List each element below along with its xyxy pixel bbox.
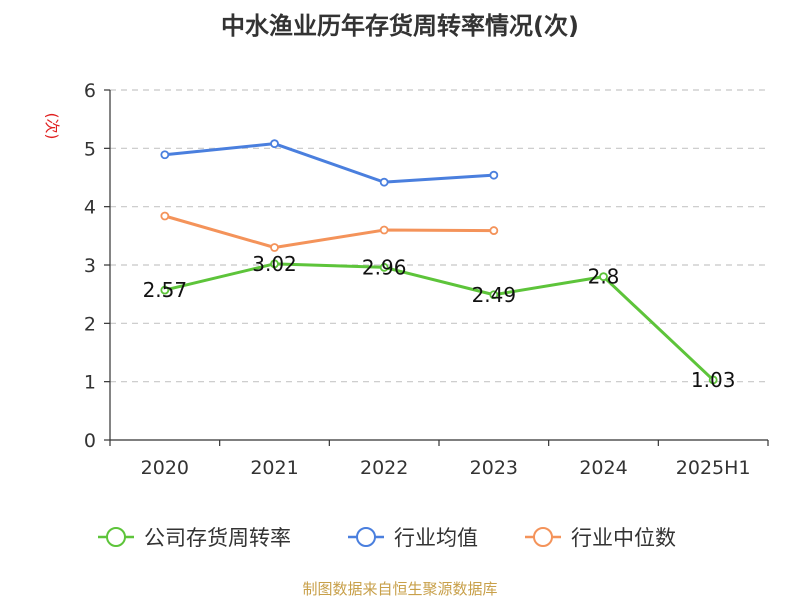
x-tick-label: 2022 (360, 457, 408, 479)
series-line-1 (164, 142, 494, 184)
y-tick-label: 6 (84, 80, 96, 102)
legend-label: 行业均值 (394, 526, 478, 550)
legend-marker (106, 527, 126, 547)
y-tick-label: 3 (84, 255, 96, 277)
data-point (379, 225, 389, 235)
x-tick-label: 2021 (250, 457, 298, 479)
legend-marker (533, 527, 553, 547)
data-point (489, 226, 499, 235)
y-axis-unit-label: (次) (43, 113, 61, 140)
series-line-0 (164, 262, 715, 382)
y-tick-label: 0 (84, 430, 96, 452)
data-point (160, 285, 170, 295)
data-point (379, 177, 389, 187)
y-tick-label: 2 (84, 313, 96, 335)
x-tick-label: 2025H1 (676, 457, 751, 479)
y-tick-label: 1 (84, 372, 96, 394)
data-label: 1.03 (691, 368, 736, 392)
data-label: 3.02 (252, 252, 297, 276)
legend-label: 公司存货周转率 (144, 526, 291, 550)
x-tick-label: 2023 (470, 457, 518, 479)
x-tick-label: 2024 (579, 457, 627, 479)
data-point (489, 170, 499, 180)
y-tick-label: 5 (84, 138, 96, 160)
data-label: 2.96 (362, 255, 407, 279)
series-line-2 (164, 214, 494, 249)
data-source-note: 制图数据来自恒生聚源数据库 (302, 580, 498, 598)
y-tick-label: 4 (84, 197, 96, 219)
data-label: 2.57 (143, 278, 188, 302)
data-point (270, 139, 279, 149)
data-label: 2.49 (472, 283, 517, 307)
data-point (379, 262, 389, 272)
data-point (489, 290, 499, 300)
data-point (599, 272, 608, 282)
data-point (708, 375, 718, 385)
legend-label: 行业中位数 (571, 526, 676, 550)
legend-marker (356, 527, 376, 547)
chart-title: 中水渔业历年存货周转率情况(次) (221, 12, 579, 40)
data-point (270, 259, 279, 269)
data-label: 2.8 (588, 265, 620, 289)
data-point (160, 150, 170, 160)
x-tick-label: 2020 (141, 457, 189, 479)
data-point (270, 243, 279, 252)
data-point (160, 211, 170, 221)
